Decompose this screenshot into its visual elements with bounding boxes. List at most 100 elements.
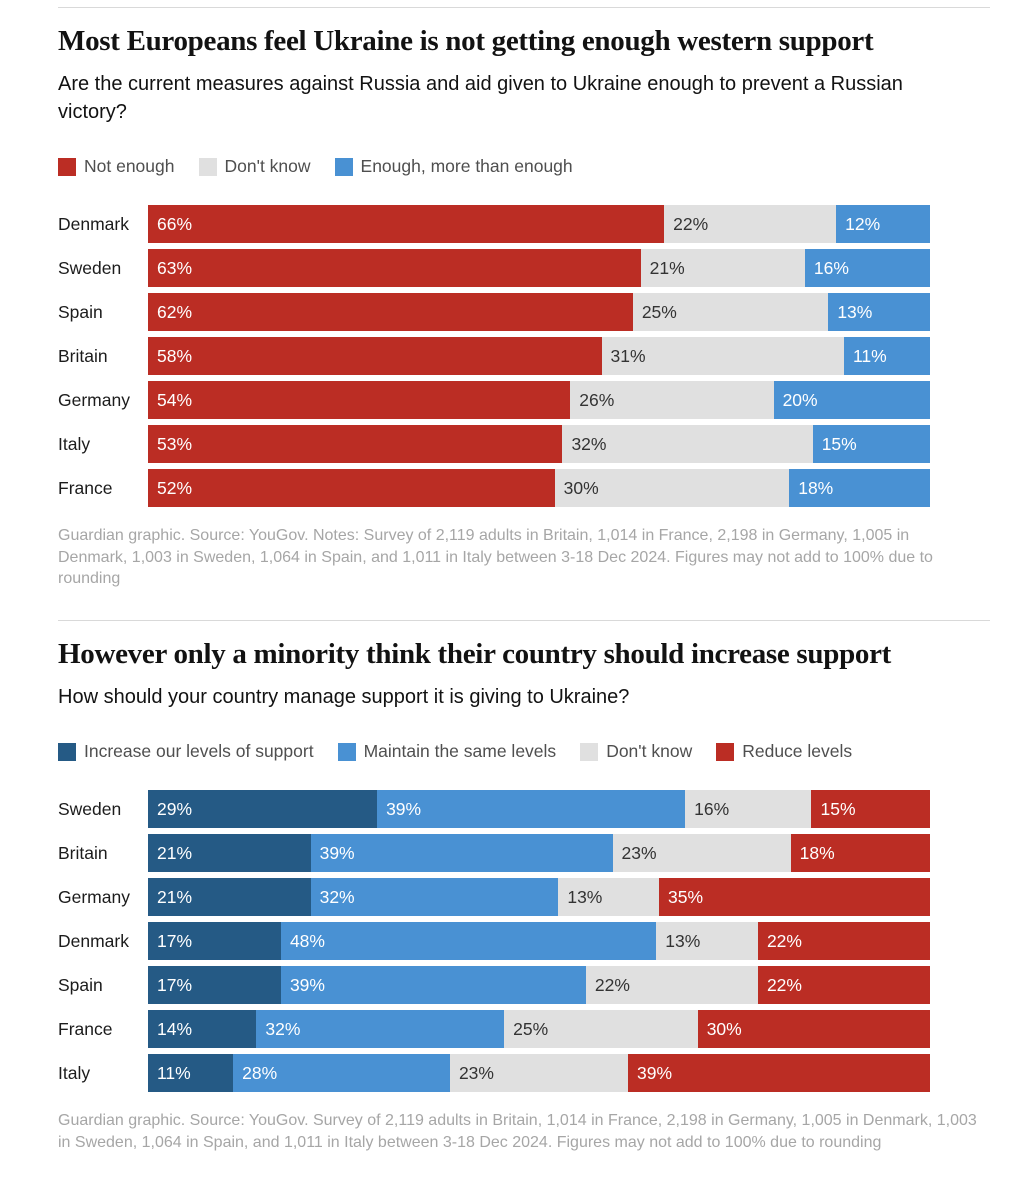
country-label: Denmark — [58, 213, 129, 234]
bar-segment: 22% — [757, 966, 930, 1005]
legend-label: Reduce levels — [742, 741, 853, 762]
bar-segment: 13% — [656, 922, 758, 961]
segment-value-label: 31% — [610, 345, 646, 366]
country-label: Germany — [58, 886, 130, 907]
segment-value-label: 62% — [157, 301, 193, 322]
bar-segment: 17% — [148, 966, 281, 1005]
country-label: Sweden — [58, 257, 122, 278]
bar-row: Italy 53% 32% 15% — [58, 425, 930, 464]
legend-label: Enough, more than enough — [360, 156, 573, 177]
chart1-footnote: Guardian graphic. Source: YouGov. Notes:… — [58, 527, 933, 588]
bar-segment: 21% — [148, 834, 311, 873]
chart2-title: However only a minority think their coun… — [58, 638, 892, 670]
segment-value-label: 32% — [319, 886, 355, 907]
bar-segment: 52% — [148, 469, 555, 508]
bar-track: 21% 32% 13% 35% — [148, 878, 930, 917]
segment-value-label: 21% — [157, 842, 193, 863]
bar-segment: 32% — [310, 878, 559, 917]
segment-value-label: 22% — [766, 974, 802, 995]
bar-track: 52% 30% 18% — [148, 469, 930, 508]
chart1-title: Most Europeans feel Ukraine is not getti… — [58, 25, 874, 57]
segment-value-label: 39% — [386, 798, 422, 819]
country-label: France — [58, 477, 113, 498]
segment-value-label: 16% — [694, 798, 730, 819]
country-label: Italy — [58, 1062, 91, 1083]
bar-row: Denmark 66% 22% 12% — [58, 205, 930, 244]
bar-segment: 25% — [632, 293, 829, 332]
chart2-subtitle: How should your country manage support i… — [58, 686, 630, 709]
segment-value-label: 13% — [567, 886, 603, 907]
country-label: Italy — [58, 433, 91, 454]
chart2-footnote: Guardian graphic. Source: YouGov. Survey… — [58, 1112, 977, 1151]
chart2-rows: Sweden 29% 39% 16% 15% Britain 21% 39% 23% 18% Ger… — [58, 790, 990, 1093]
segment-value-label: 21% — [157, 886, 193, 907]
segment-value-label: 58% — [157, 345, 193, 366]
bar-track: 66% 22% 12% — [148, 205, 930, 244]
bar-segment: 22% — [757, 922, 930, 961]
segment-value-label: 63% — [157, 257, 193, 278]
segment-value-label: 15% — [821, 433, 857, 454]
segment-value-label: 13% — [837, 301, 873, 322]
segment-value-label: 11% — [157, 1062, 191, 1083]
bar-segment: 32% — [256, 1010, 505, 1049]
chart-section-support-levels: Most Europeans feel Ukraine is not getti… — [58, 24, 990, 590]
bar-track: 11% 28% 23% 39% — [148, 1054, 930, 1093]
country-label: Sweden — [58, 798, 122, 819]
chart2-legend: Increase our levels of support Maintain t… — [58, 741, 990, 762]
segment-value-label: 23% — [458, 1062, 494, 1083]
bar-segment: 18% — [790, 834, 930, 873]
bar-segment: 20% — [773, 381, 930, 420]
segment-value-label: 23% — [621, 842, 657, 863]
bar-row: Britain 58% 31% 11% — [58, 337, 930, 376]
legend-item: Not enough — [58, 156, 175, 177]
segment-value-label: 30% — [706, 1018, 742, 1039]
chart-section-manage-support: However only a minority think their coun… — [58, 637, 990, 1153]
legend-item: Increase our levels of support — [58, 741, 314, 762]
segment-value-label: 12% — [845, 213, 881, 234]
segment-value-label: 11% — [852, 345, 887, 366]
chart1-rows: Denmark 66% 22% 12% Sweden 63% 21% 16% Spain 62% 2… — [58, 205, 990, 508]
segment-value-label: 22% — [766, 930, 802, 951]
segment-value-label: 18% — [798, 477, 834, 498]
bar-segment: 53% — [148, 425, 563, 464]
bar-track: 63% 21% 16% — [148, 249, 930, 288]
segment-value-label: 13% — [665, 930, 701, 951]
bar-track: 58% 31% 11% — [148, 337, 930, 376]
bar-segment: 11% — [843, 337, 930, 376]
legend-label: Don't know — [224, 156, 311, 177]
segment-value-label: 21% — [649, 257, 685, 278]
legend-swatch — [58, 742, 76, 761]
bar-segment: 66% — [148, 205, 665, 244]
bar-row: Sweden 63% 21% 16% — [58, 249, 930, 288]
bar-segment: 13% — [828, 293, 930, 332]
bar-row: France 14% 32% 25% 30% — [58, 1010, 930, 1049]
segment-value-label: 18% — [799, 842, 835, 863]
bar-track: 14% 32% 25% 30% — [148, 1010, 930, 1049]
bar-row: Germany 21% 32% 13% 35% — [58, 878, 930, 917]
bar-segment: 54% — [148, 381, 571, 420]
segment-value-label: 32% — [571, 433, 607, 454]
bar-segment: 11% — [148, 1054, 234, 1093]
bar-segment: 21% — [640, 249, 805, 288]
bar-segment: 35% — [658, 878, 930, 917]
bar-segment: 16% — [685, 790, 812, 829]
section-divider-rule — [58, 620, 990, 621]
segment-value-label: 53% — [157, 433, 193, 454]
country-label: Germany — [58, 389, 130, 410]
segment-value-label: 14% — [157, 1018, 193, 1039]
segment-value-label: 16% — [813, 257, 849, 278]
bar-segment: 25% — [504, 1010, 698, 1049]
legend-swatch — [334, 157, 353, 176]
legend-label: Increase our levels of support — [84, 741, 314, 762]
segment-value-label: 48% — [289, 930, 325, 951]
bar-segment: 30% — [697, 1010, 930, 1049]
segment-value-label: 25% — [513, 1018, 549, 1039]
segment-value-label: 39% — [289, 974, 325, 995]
segment-value-label: 25% — [641, 301, 677, 322]
legend-item: Maintain the same levels — [337, 741, 556, 762]
bar-segment: 29% — [148, 790, 378, 829]
bar-segment: 62% — [148, 293, 633, 332]
bar-track: 54% 26% 20% — [148, 381, 930, 420]
bar-row: Spain 17% 39% 22% 22% — [58, 966, 930, 1005]
bar-segment: 12% — [836, 205, 930, 244]
